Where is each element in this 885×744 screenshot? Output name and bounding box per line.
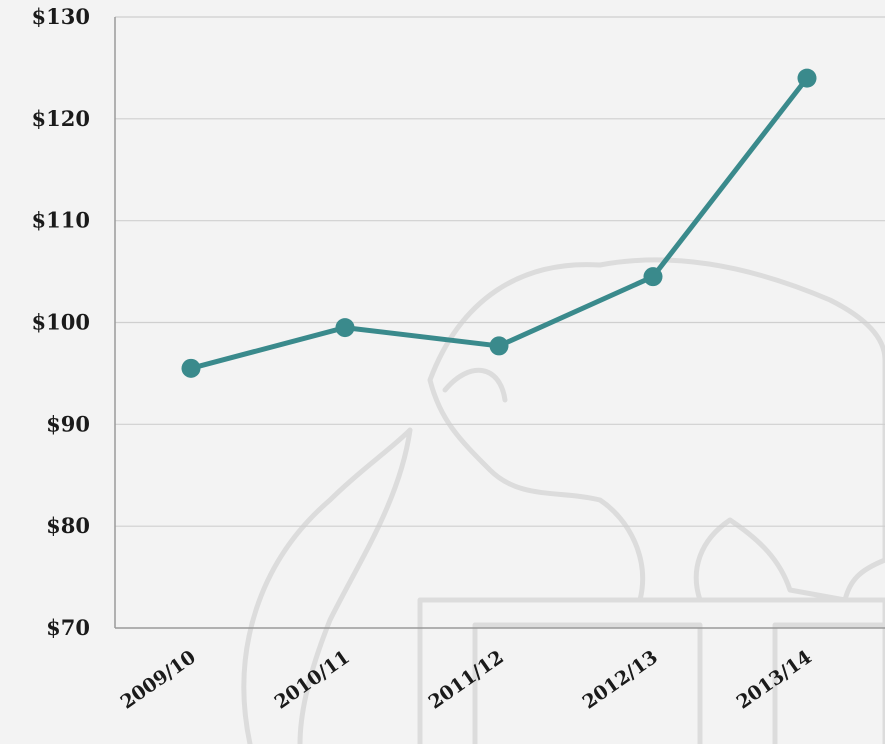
y-tick-label: $100	[32, 310, 90, 335]
data-point	[181, 358, 201, 378]
watermark-crest	[241, 257, 885, 744]
watermark-horn	[442, 367, 508, 403]
x-tick-label: 2011/12	[425, 646, 508, 714]
y-axis-tick-labels: $70 $80 $90 $100 $110 $120 $130	[32, 4, 90, 640]
series-line	[188, 75, 810, 371]
axes	[114, 17, 885, 629]
y-tick-label: $90	[46, 411, 90, 436]
data-point	[643, 267, 663, 287]
data-point	[797, 68, 817, 88]
y-tick-label: $120	[32, 106, 90, 131]
y-tick-label: $130	[32, 4, 90, 29]
watermark-shield-left	[472, 622, 703, 744]
x-tick-label: 2010/11	[271, 646, 354, 714]
series-layer	[181, 68, 817, 378]
watermark-shield-right	[772, 622, 885, 744]
x-axis-tick-labels: 2009/10 2010/11 2011/12 2012/13 2013/14	[117, 646, 816, 714]
x-tick-label: 2009/10	[117, 646, 200, 714]
y-tick-label: $110	[32, 208, 90, 233]
y-tick-label: $70	[46, 615, 90, 640]
watermark-bison-outline	[427, 257, 885, 603]
data-point	[335, 318, 355, 338]
watermark-leaf-left	[241, 427, 413, 744]
x-tick-label: 2012/13	[579, 646, 662, 714]
data-point	[489, 336, 509, 356]
y-tick-label: $80	[46, 513, 90, 538]
watermark-crest-frame	[417, 597, 885, 744]
grid-lines	[115, 16, 885, 527]
